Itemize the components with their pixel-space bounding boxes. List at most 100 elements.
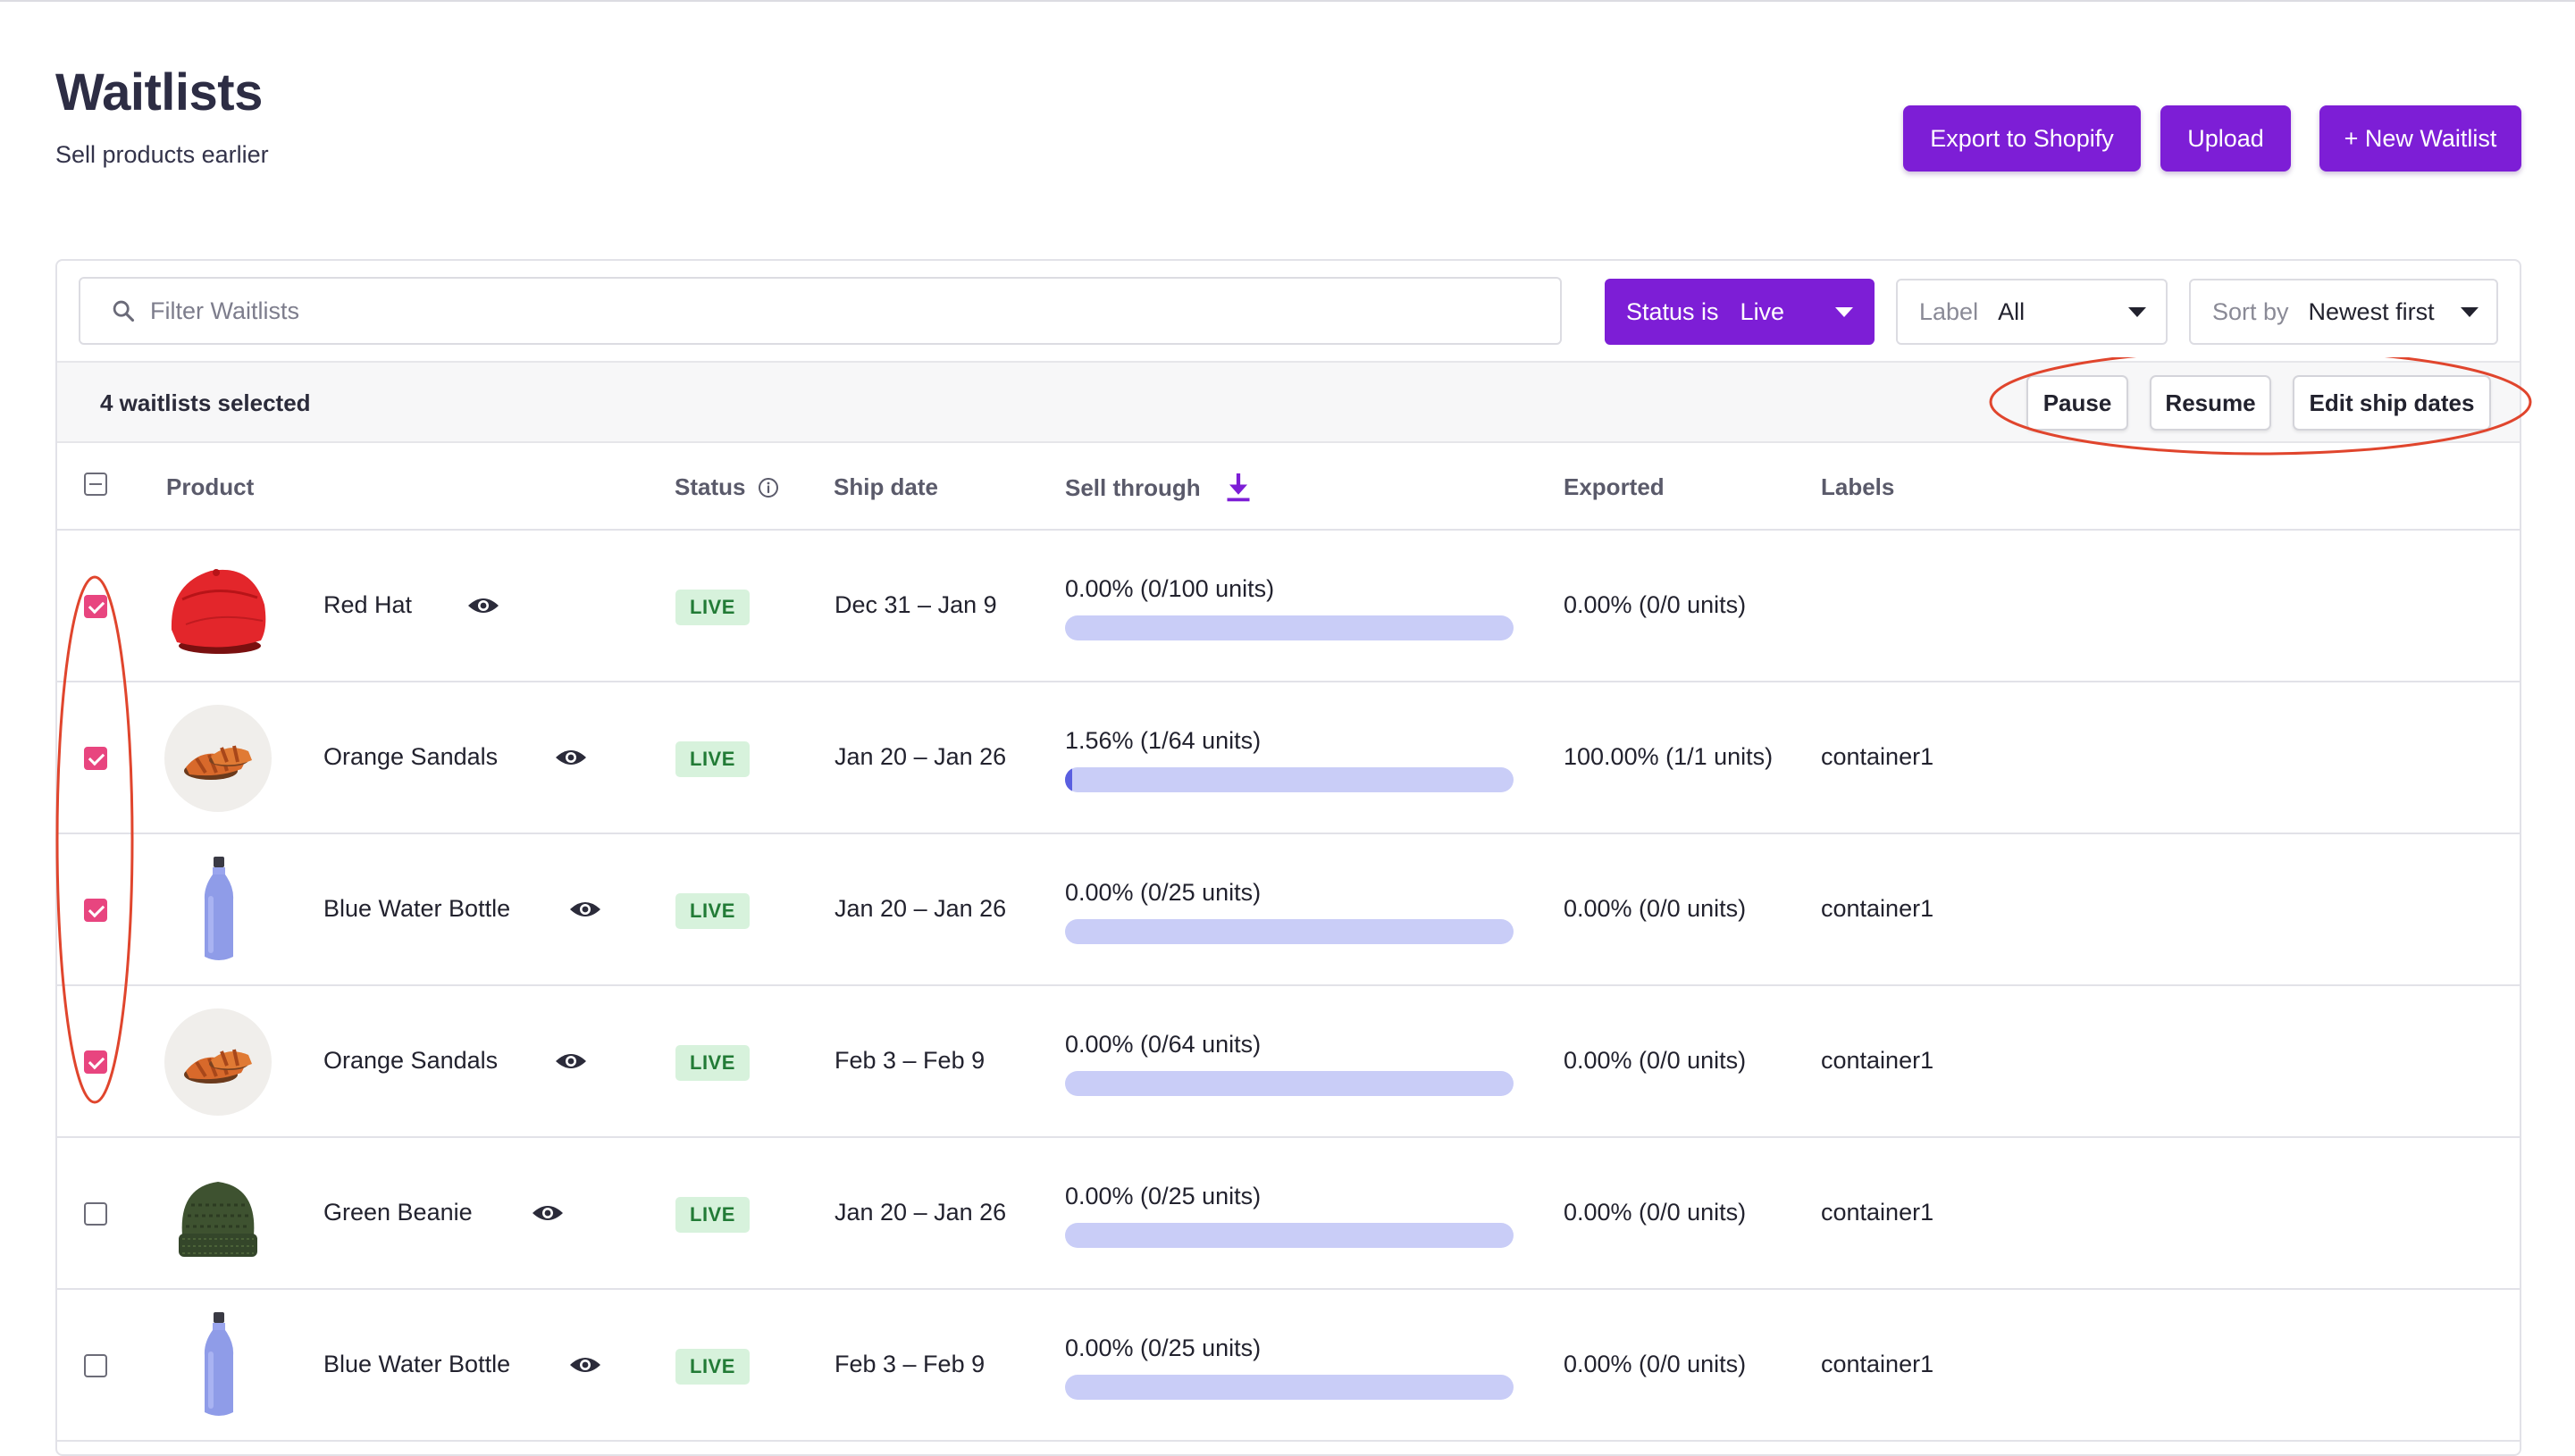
selected-count: 4 waitlists selected	[100, 389, 311, 416]
table-row[interactable]: Blue Water Bottle LIVE Jan 20 – Jan 26 0…	[57, 834, 2520, 986]
sort-label: Sort by	[2212, 297, 2289, 325]
label-value: container1	[1821, 1351, 1934, 1377]
exported-value: 0.00% (0/0 units)	[1564, 591, 1747, 618]
product-name[interactable]: Orange Sandals	[323, 743, 499, 770]
page-title: Waitlists	[55, 63, 263, 121]
label-filter-label: Label	[1919, 297, 1979, 325]
row-checkbox[interactable]	[84, 1050, 107, 1074]
status-filter-label: Status is	[1626, 297, 1719, 325]
blue-water-bottle-image	[164, 857, 272, 964]
sell-through-text: 0.00% (0/25 units)	[1065, 1335, 1262, 1361]
product-name[interactable]: Red Hat	[323, 591, 413, 618]
label-filter-dropdown[interactable]: Label All	[1896, 279, 2168, 345]
sell-through-progress-fill	[1065, 767, 1072, 792]
row-checkbox[interactable]	[84, 899, 107, 922]
status-filter-value: Live	[1740, 297, 1785, 325]
status-filter-dropdown[interactable]: Status is Live	[1605, 279, 1875, 345]
new-waitlist-button[interactable]: + New Waitlist	[2319, 105, 2521, 172]
exported-value: 0.00% (0/0 units)	[1564, 895, 1747, 922]
top-divider	[0, 0, 2575, 2]
info-icon[interactable]	[758, 477, 779, 498]
row-checkbox[interactable]	[84, 595, 107, 618]
green-beanie-image	[164, 1160, 272, 1268]
product-name[interactable]: Blue Water Bottle	[323, 895, 511, 922]
sell-through-text: 0.00% (0/25 units)	[1065, 879, 1262, 906]
column-header-product[interactable]: Product	[166, 473, 255, 500]
status-badge: LIVE	[675, 893, 750, 929]
download-icon[interactable]	[1225, 471, 1252, 503]
resume-button[interactable]: Resume	[2150, 375, 2271, 431]
table-row[interactable]: Blue Water Bottle LIVE Feb 3 – Feb 9 0.0…	[57, 1290, 2520, 1442]
exported-value: 0.00% (0/0 units)	[1564, 1199, 1747, 1226]
eye-icon[interactable]	[531, 1201, 565, 1226]
status-badge: LIVE	[675, 1045, 750, 1081]
exported-value: 0.00% (0/0 units)	[1564, 1047, 1747, 1074]
filter-waitlists-input[interactable]: Filter Waitlists	[79, 277, 1562, 345]
sort-value: Newest first	[2308, 297, 2435, 325]
status-badge: LIVE	[675, 590, 750, 625]
exported-value: 100.00% (1/1 units)	[1564, 743, 1774, 770]
search-icon	[113, 300, 135, 322]
product-name[interactable]: Green Beanie	[323, 1199, 473, 1226]
orange-sandals-image	[164, 705, 272, 812]
product-name[interactable]: Orange Sandals	[323, 1047, 499, 1074]
table-row[interactable]: Green Beanie LIVE Jan 20 – Jan 26 0.00% …	[57, 1138, 2520, 1290]
sell-through-progress	[1065, 1071, 1514, 1096]
ship-date: Feb 3 – Feb 9	[835, 1047, 986, 1074]
chevron-down-icon	[2461, 307, 2479, 317]
select-all-checkbox[interactable]	[84, 473, 107, 496]
sell-through-progress	[1065, 1223, 1514, 1248]
sort-dropdown[interactable]: Sort by Newest first	[2189, 279, 2498, 345]
row-checkbox[interactable]	[84, 1202, 107, 1226]
sell-through-text: 0.00% (0/64 units)	[1065, 1031, 1262, 1058]
eye-icon[interactable]	[554, 1049, 588, 1074]
ship-date: Feb 3 – Feb 9	[835, 1351, 986, 1377]
column-header-sell-through[interactable]: Sell through	[1065, 471, 1252, 503]
table-header	[57, 443, 2520, 531]
sell-through-progress	[1065, 1375, 1514, 1400]
column-header-status[interactable]: Status	[675, 473, 779, 501]
table-row[interactable]: Orange Sandals LIVE Jan 20 – Jan 26 1.56…	[57, 682, 2520, 834]
column-header-ship-date[interactable]: Ship date	[834, 473, 939, 500]
waitlists-panel	[55, 259, 2521, 1456]
export-to-shopify-button[interactable]: Export to Shopify	[1903, 105, 2141, 172]
sell-through-progress	[1065, 615, 1514, 640]
orange-sandals-image	[164, 1008, 272, 1116]
label-value: container1	[1821, 1199, 1934, 1226]
sell-through-progress	[1065, 919, 1514, 944]
column-header-labels[interactable]: Labels	[1821, 473, 1895, 500]
label-value: container1	[1821, 1047, 1934, 1074]
product-name[interactable]: Blue Water Bottle	[323, 1351, 511, 1377]
eye-icon[interactable]	[568, 897, 602, 922]
status-badge: LIVE	[675, 1349, 750, 1385]
label-value: container1	[1821, 743, 1934, 770]
column-header-status-label: Status	[675, 473, 746, 500]
ship-date: Jan 20 – Jan 26	[835, 1199, 1007, 1226]
exported-value: 0.00% (0/0 units)	[1564, 1351, 1747, 1377]
eye-icon[interactable]	[466, 593, 500, 618]
chevron-down-icon	[2128, 307, 2146, 317]
label-filter-value: All	[1998, 297, 2026, 325]
ship-date: Dec 31 – Jan 9	[835, 591, 997, 618]
pause-button[interactable]: Pause	[2026, 375, 2128, 431]
table-row[interactable]: Red Hat LIVE Dec 31 – Jan 9 0.00% (0/100…	[57, 531, 2520, 682]
row-checkbox[interactable]	[84, 747, 107, 770]
sell-through-text: 0.00% (0/100 units)	[1065, 575, 1275, 602]
status-badge: LIVE	[675, 1197, 750, 1233]
row-checkbox[interactable]	[84, 1354, 107, 1377]
eye-icon[interactable]	[568, 1352, 602, 1377]
column-header-exported[interactable]: Exported	[1564, 473, 1665, 500]
ship-date: Jan 20 – Jan 26	[835, 895, 1007, 922]
label-value: container1	[1821, 895, 1934, 922]
ship-date: Jan 20 – Jan 26	[835, 743, 1007, 770]
page-subtitle: Sell products earlier	[55, 141, 269, 168]
eye-icon[interactable]	[554, 745, 588, 770]
search-placeholder: Filter Waitlists	[150, 297, 299, 324]
sell-through-progress	[1065, 767, 1514, 792]
upload-button[interactable]: Upload	[2160, 105, 2291, 172]
edit-ship-dates-button[interactable]: Edit ship dates	[2293, 375, 2491, 431]
sell-through-text: 0.00% (0/25 units)	[1065, 1183, 1262, 1209]
red-hat-image	[164, 553, 272, 660]
table-row[interactable]: Orange Sandals LIVE Feb 3 – Feb 9 0.00% …	[57, 986, 2520, 1138]
column-header-sell-through-label: Sell through	[1065, 474, 1201, 501]
